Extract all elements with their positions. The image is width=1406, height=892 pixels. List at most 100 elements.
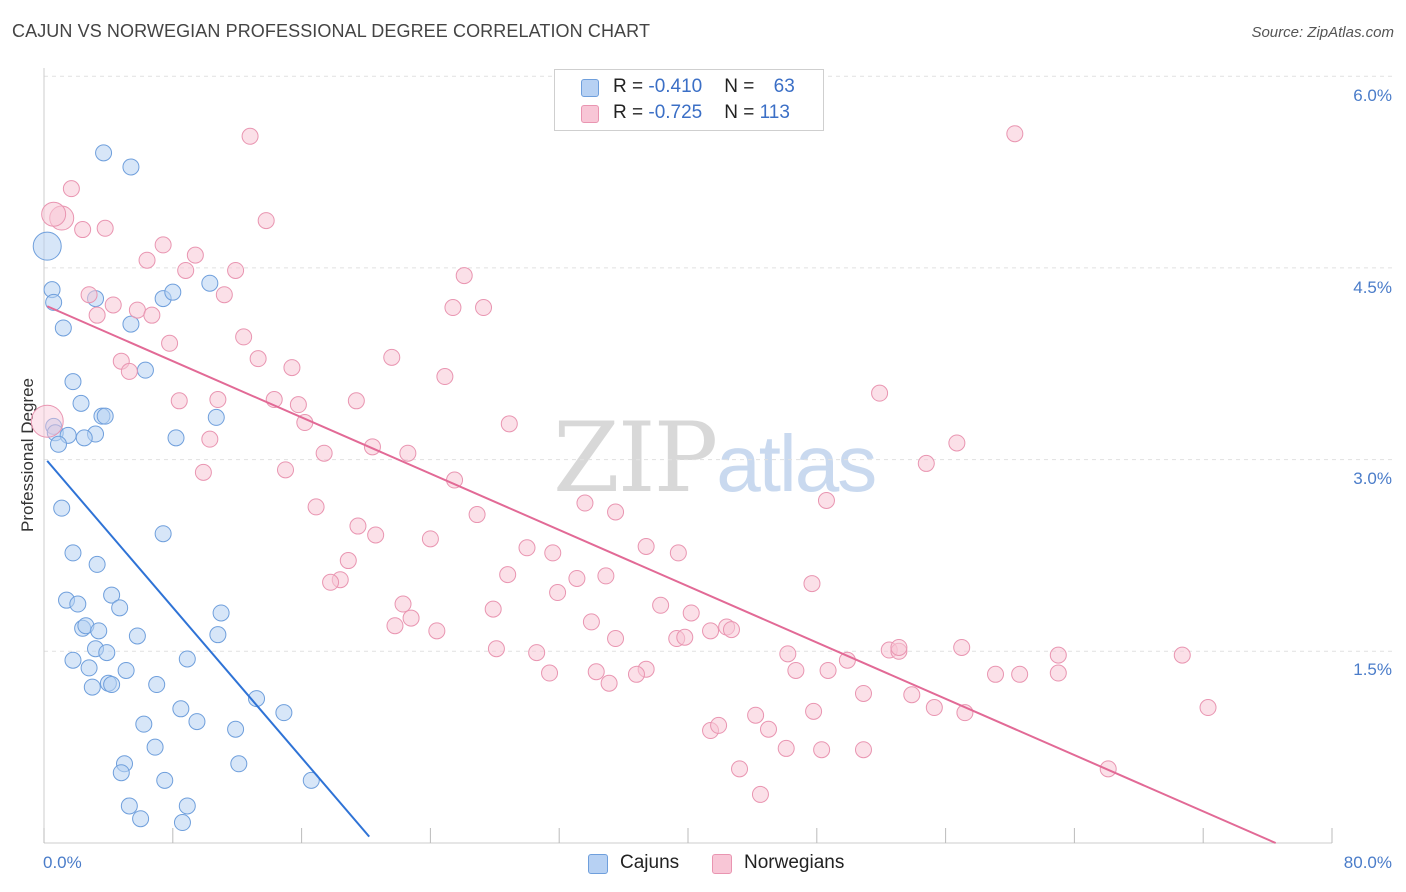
- y-tick-label-3: 3.0%: [1353, 469, 1392, 488]
- cajun-point: [209, 626, 227, 644]
- watermark-zip: ZIP: [553, 402, 718, 514]
- norwegian-point: [128, 301, 146, 319]
- norwegian-point: [1006, 125, 1024, 143]
- y-tick-label-6: 6.0%: [1353, 86, 1392, 105]
- cajun-point: [64, 544, 82, 562]
- norwegian-r-label: R =: [613, 102, 649, 123]
- cajun-point: [54, 319, 72, 337]
- norwegian-point: [925, 699, 943, 717]
- norwegian-point: [455, 267, 473, 285]
- norwegian-point: [177, 261, 195, 279]
- chart-title: CAJUN VS NORWEGIAN PROFESSIONAL DEGREE C…: [12, 21, 651, 41]
- norwegian-point: [201, 430, 219, 448]
- y-tick-label-1-5: 1.5%: [1353, 660, 1392, 679]
- norwegian-point: [1199, 699, 1217, 717]
- cajun-point: [117, 661, 135, 679]
- cajun-point: [53, 499, 71, 517]
- norwegian-point: [779, 645, 797, 663]
- cajun-point: [212, 604, 230, 622]
- norwegian-trend-line: [46, 305, 1277, 844]
- norwegian-point: [607, 503, 625, 521]
- norwegian-r-value: -0.725: [648, 102, 703, 123]
- cajun-point: [173, 814, 191, 832]
- watermark-atlas: atlas: [716, 419, 877, 508]
- cajun-point: [95, 144, 113, 162]
- norwegian-point: [544, 544, 562, 562]
- cajun-point: [172, 700, 190, 718]
- norwegian-point: [607, 630, 625, 648]
- norwegian-point: [576, 494, 594, 512]
- cajun-trend-line: [46, 460, 370, 838]
- cajun-point: [69, 595, 87, 613]
- norwegian-point: [597, 567, 615, 585]
- norwegian-point: [277, 461, 294, 479]
- norwegian-point: [194, 463, 212, 481]
- watermark: ZIPatlas: [553, 402, 877, 514]
- cajun-point: [98, 644, 116, 662]
- cajun-swatch: [581, 79, 599, 97]
- norwegian-point: [710, 716, 728, 734]
- cajun-point: [128, 627, 146, 645]
- cajun-stats: R = -0.410 N = 63: [613, 76, 795, 98]
- norwegian-point: [120, 362, 138, 380]
- correlation-legend: R = -0.410 N = 63 R = -0.725 N = 113: [554, 69, 824, 131]
- norwegian-point: [96, 219, 114, 237]
- cajun-point: [167, 429, 185, 447]
- x-tick-label-min: 0.0%: [43, 853, 82, 872]
- norwegian-point: [627, 665, 645, 683]
- norwegian-point: [817, 491, 835, 509]
- norwegian-point: [475, 299, 493, 317]
- cajun-point: [72, 394, 90, 412]
- norwegian-point: [731, 760, 749, 778]
- norwegian-point: [871, 384, 889, 402]
- cajun-point: [207, 408, 225, 426]
- norwegian-point: [854, 684, 872, 702]
- norwegian-point: [444, 299, 462, 317]
- norwegian-point: [249, 350, 267, 368]
- norwegian-point: [484, 600, 502, 618]
- norwegian-point: [854, 741, 872, 759]
- cajun-point: [111, 599, 129, 617]
- cajun-point: [135, 715, 153, 733]
- norwegian-point: [747, 706, 765, 724]
- norwegian-point: [890, 638, 908, 656]
- norwegian-point: [1049, 664, 1067, 682]
- norwegian-point: [161, 334, 179, 352]
- norwegian-point: [241, 127, 259, 145]
- norwegian-point: [88, 306, 106, 324]
- cajun-point: [164, 283, 182, 301]
- norwegian-point: [1173, 646, 1191, 664]
- cajun-point: [178, 797, 196, 815]
- norwegian-point: [528, 644, 546, 662]
- cajun-point: [83, 678, 101, 696]
- cajun-point: [75, 429, 93, 447]
- cajun-n-label: N =: [724, 76, 760, 97]
- norwegian-n-value: 113: [759, 102, 790, 123]
- norwegian-point: [777, 739, 795, 757]
- cajun-point: [136, 361, 154, 379]
- norwegian-point: [751, 785, 769, 803]
- norwegian-point: [682, 604, 700, 622]
- norwegian-point: [702, 622, 720, 640]
- norwegian-swatch: [581, 105, 599, 123]
- norwegian-point: [138, 251, 156, 269]
- cajun-point: [122, 158, 140, 176]
- norwegian-point: [819, 661, 837, 679]
- norwegian-point: [582, 613, 600, 631]
- norwegian-point: [652, 596, 670, 614]
- norwegian-point: [499, 566, 517, 584]
- norwegians-legend-swatch: [712, 854, 732, 874]
- cajun-point: [103, 586, 121, 604]
- cajuns-legend-label: Cajuns: [620, 852, 680, 873]
- norwegian-point: [948, 434, 966, 452]
- norwegian-point: [600, 674, 618, 692]
- norwegian-point: [541, 664, 559, 682]
- cajun-point: [188, 713, 206, 731]
- norwegian-point: [283, 359, 301, 377]
- norwegian-point: [104, 296, 122, 314]
- norwegian-point: [322, 573, 340, 591]
- norwegian-point: [315, 444, 333, 462]
- norwegian-point: [568, 569, 586, 587]
- norwegian-point: [386, 617, 404, 635]
